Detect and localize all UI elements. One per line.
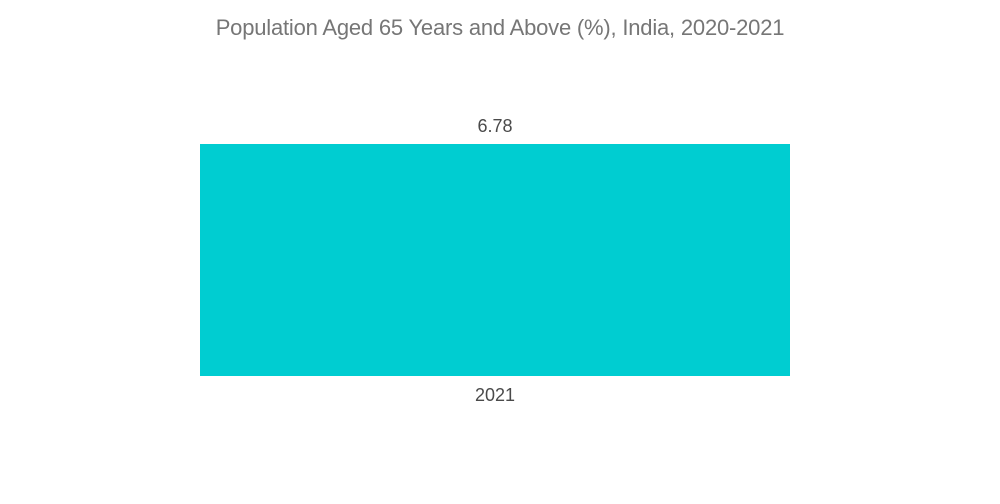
chart-title: Population Aged 65 Years and Above (%), …: [215, 15, 785, 40]
plot-area: [200, 144, 790, 376]
bar-2021: [200, 144, 790, 376]
x-axis-category-label: 2021: [474, 385, 516, 405]
bar-value-label: 6.78: [477, 116, 513, 136]
